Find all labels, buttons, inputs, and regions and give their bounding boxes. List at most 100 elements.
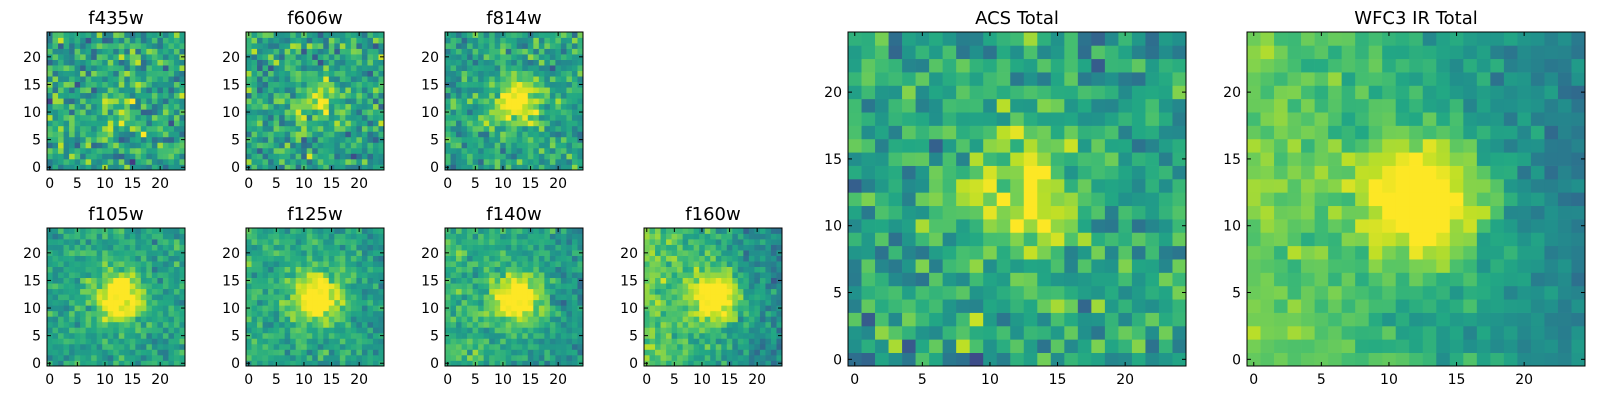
- heatmap-cell: [571, 59, 578, 66]
- x-tick-label: 5: [471, 176, 480, 192]
- heatmap-cell: [273, 321, 280, 328]
- heatmap-cell: [179, 70, 186, 77]
- heatmap-cell: [494, 250, 501, 256]
- heatmap-cell: [456, 316, 462, 323]
- heatmap-cell: [494, 81, 501, 88]
- heatmap-cell: [80, 54, 86, 60]
- heatmap-cell: [699, 288, 706, 295]
- heatmap-cell: [483, 338, 490, 345]
- heatmap-cell: [74, 294, 81, 301]
- heatmap-cell: [345, 81, 352, 88]
- heatmap-cell: [157, 327, 164, 334]
- heatmap-cell: [124, 233, 131, 240]
- heatmap-cell: [339, 277, 346, 284]
- heatmap-cell: [1131, 325, 1146, 340]
- heatmap-cell: [759, 228, 766, 234]
- heatmap-cell: [107, 153, 114, 160]
- heatmap-cell: [58, 228, 64, 234]
- heatmap-cell: [516, 65, 523, 71]
- heatmap-cell: [58, 98, 64, 105]
- heatmap-cell: [577, 343, 584, 350]
- heatmap-cell: [85, 81, 92, 88]
- heatmap-cell: [765, 228, 772, 234]
- heatmap-cell: [538, 164, 545, 171]
- heatmap-cell: [168, 299, 175, 306]
- heatmap-cell: [1091, 219, 1106, 233]
- heatmap-cell: [74, 87, 81, 94]
- y-tick-label: 15: [222, 273, 240, 289]
- heatmap-cell: [317, 349, 324, 356]
- heatmap-cell: [715, 354, 722, 361]
- heatmap-cell: [566, 164, 573, 171]
- heatmap-cell: [461, 131, 468, 138]
- y-tick-label: 20: [222, 50, 240, 66]
- heatmap-cell: [246, 103, 252, 110]
- heatmap-cell: [350, 48, 357, 55]
- heatmap-cell: [107, 87, 114, 94]
- heatmap-cell: [544, 125, 551, 132]
- heatmap-cell: [511, 158, 518, 165]
- heatmap-cell: [306, 43, 313, 49]
- heatmap-cell: [96, 136, 103, 143]
- heatmap-cell: [571, 43, 578, 49]
- heatmap-cell: [246, 114, 252, 121]
- heatmap-cell: [450, 81, 457, 88]
- heatmap-cell: [1091, 272, 1106, 287]
- heatmap-cell: [246, 131, 252, 138]
- heatmap-cell: [96, 338, 103, 345]
- heatmap-cell: [566, 305, 573, 312]
- heatmap-cell: [445, 114, 451, 121]
- heatmap-cell: [334, 316, 341, 323]
- heatmap-cell: [323, 305, 330, 312]
- heatmap-cell: [91, 65, 98, 71]
- heatmap-cell: [306, 255, 313, 262]
- heatmap-cell: [693, 332, 700, 339]
- heatmap-cell: [682, 255, 689, 262]
- heatmap-cell: [262, 316, 269, 323]
- heatmap-cell: [770, 294, 777, 301]
- heatmap-cell: [345, 87, 352, 94]
- heatmap-cell: [63, 316, 70, 323]
- heatmap-cell: [472, 299, 479, 306]
- heatmap-cell: [533, 43, 540, 49]
- heatmap-cell: [456, 120, 462, 127]
- heatmap-cell: [356, 272, 363, 279]
- heatmap-cell: [74, 288, 81, 295]
- heatmap-cell: [555, 299, 562, 306]
- heatmap-cell: [467, 299, 473, 306]
- heatmap-cell: [478, 360, 484, 367]
- heatmap-cell: [494, 164, 501, 171]
- heatmap-cell: [290, 277, 297, 284]
- heatmap-cell: [268, 54, 274, 60]
- heatmap-cell: [69, 142, 75, 149]
- heatmap-cell: [74, 305, 81, 312]
- heatmap-cell: [682, 283, 689, 290]
- heatmap-cell: [146, 131, 153, 138]
- heatmap-cell: [571, 266, 578, 273]
- heatmap-cell: [107, 233, 114, 240]
- heatmap-cell: [135, 338, 142, 345]
- heatmap-cell: [472, 294, 479, 301]
- heatmap-cell: [361, 233, 368, 240]
- heatmap-cell: [262, 48, 269, 55]
- heatmap-cell: [915, 232, 930, 247]
- heatmap-cell: [666, 250, 672, 256]
- heatmap-cell: [555, 305, 562, 312]
- heatmap-cell: [146, 316, 153, 323]
- heatmap-cell: [251, 103, 258, 110]
- heatmap-cell: [306, 87, 313, 94]
- heatmap-cell: [644, 327, 650, 334]
- heatmap-cell: [467, 338, 473, 345]
- heatmap-cell: [500, 321, 507, 328]
- heatmap-cell: [47, 283, 53, 290]
- heatmap-cell: [339, 310, 346, 317]
- heatmap-cell: [124, 114, 131, 121]
- heatmap-cell: [74, 76, 81, 83]
- heatmap-cell: [129, 98, 136, 105]
- heatmap-cell: [549, 316, 556, 323]
- heatmap-cell: [560, 87, 567, 94]
- heatmap-cell: [915, 178, 930, 193]
- heatmap-cell: [467, 332, 473, 339]
